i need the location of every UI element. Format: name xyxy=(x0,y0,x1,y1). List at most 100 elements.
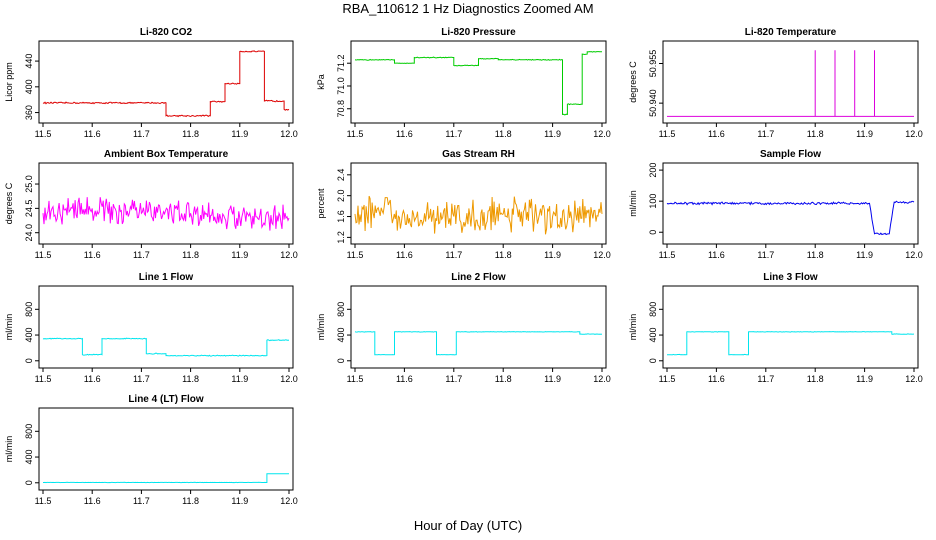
y-tick-label: 71.0 xyxy=(336,77,346,95)
panel-title: Sample Flow xyxy=(760,149,821,160)
y-tick-label: 400 xyxy=(24,450,34,465)
series-line-1 xyxy=(667,50,914,117)
x-tick-label: 11.6 xyxy=(84,374,101,384)
x-tick-label: 11.8 xyxy=(182,374,199,384)
series-line-1 xyxy=(354,331,603,356)
plot-frame xyxy=(38,162,294,245)
x-tick-label: 11.7 xyxy=(133,250,150,260)
x-tick-label: 11.9 xyxy=(544,250,561,260)
x-tick-label: 11.6 xyxy=(84,250,101,260)
x-tick-label: 11.8 xyxy=(495,374,512,384)
x-tick-label: 11.8 xyxy=(495,250,512,260)
x-tick-label: 11.9 xyxy=(231,250,248,260)
series-line-1 xyxy=(354,51,602,116)
x-tick-label: 11.6 xyxy=(708,250,725,260)
y-tick-label: 0 xyxy=(648,358,658,363)
plot-frame xyxy=(350,285,607,369)
x-tick-label: 12.0 xyxy=(280,129,298,139)
x-tick-label: 11.5 xyxy=(659,250,676,260)
panel-title: Li-820 Temperature xyxy=(745,27,837,38)
x-tick-label: 11.7 xyxy=(133,129,150,139)
plot-frame xyxy=(350,40,607,124)
y-tick-label: 200 xyxy=(648,163,658,178)
y-tick-label: 800 xyxy=(24,302,34,317)
plot-frame xyxy=(350,162,607,245)
y-tick-label: 400 xyxy=(24,79,34,94)
x-tick-label: 11.5 xyxy=(35,250,52,260)
x-tick-label: 12.0 xyxy=(905,374,923,384)
y-axis-label: ml/min xyxy=(316,314,326,341)
x-tick-label: 11.5 xyxy=(35,374,52,384)
y-axis-label: percent xyxy=(316,188,326,219)
y-axis-label: Licor ppm xyxy=(4,62,14,102)
y-tick-label: 800 xyxy=(336,302,346,317)
y-tick-label: 24.0 xyxy=(24,224,34,242)
series-line-1 xyxy=(354,195,603,235)
x-tick-label: 11.7 xyxy=(133,496,150,506)
x-tick-label: 11.8 xyxy=(807,129,824,139)
series-line-1 xyxy=(42,337,290,357)
y-tick-label: 400 xyxy=(336,328,346,343)
x-tick-label: 11.5 xyxy=(35,129,52,139)
x-tick-label: 12.0 xyxy=(905,250,923,260)
panel-title: Line 2 Flow xyxy=(451,272,506,283)
y-axis-label: degrees C xyxy=(4,182,14,224)
x-tick-label: 11.7 xyxy=(757,374,774,384)
plot-frame xyxy=(662,162,919,245)
y-tick-label: 0 xyxy=(24,358,34,363)
x-tick-label: 11.9 xyxy=(856,250,873,260)
y-tick-label: 0 xyxy=(648,230,658,235)
y-tick-label: 70.8 xyxy=(336,100,346,118)
x-tick-label: 11.8 xyxy=(807,374,824,384)
plot-frame xyxy=(38,285,294,369)
x-tick-label: 11.9 xyxy=(856,129,873,139)
panel-title: Gas Stream RH xyxy=(442,149,515,160)
x-tick-label: 11.6 xyxy=(708,374,725,384)
x-tick-label: 11.9 xyxy=(231,374,248,384)
panel-title: Ambient Box Temperature xyxy=(104,149,229,160)
x-tick-label: 11.9 xyxy=(856,374,873,384)
y-tick-label: 360 xyxy=(24,105,34,120)
x-tick-label: 11.8 xyxy=(495,129,512,139)
plot-frame xyxy=(38,40,294,124)
y-tick-label: 400 xyxy=(648,328,658,343)
x-tick-label: 11.6 xyxy=(84,496,101,506)
x-tick-label: 11.5 xyxy=(347,250,364,260)
y-tick-label: 100 xyxy=(648,194,658,209)
panel-8: Line 2 Flow 11.5 11.6 11.7 11.8 11.9 12.0 0 400 8… xyxy=(316,272,611,384)
x-tick-label: 12.0 xyxy=(905,129,923,139)
y-tick-label: 1.6 xyxy=(336,210,346,223)
x-tick-label: 11.8 xyxy=(807,250,824,260)
x-tick-label: 11.5 xyxy=(659,374,676,384)
y-tick-label: 400 xyxy=(24,328,34,343)
y-tick-label: 0 xyxy=(336,358,346,363)
x-tick-label: 11.6 xyxy=(396,374,413,384)
y-tick-label: 25.0 xyxy=(24,175,34,193)
x-tick-label: 11.7 xyxy=(445,374,462,384)
y-tick-label: 0 xyxy=(24,480,34,485)
y-axis-label: degrees C xyxy=(628,61,638,103)
series-line-1 xyxy=(42,197,290,231)
x-tick-label: 12.0 xyxy=(593,250,611,260)
x-tick-label: 11.5 xyxy=(347,129,364,139)
page-title: RBA_110612 1 Hz Diagnostics Zoomed AM xyxy=(342,1,594,16)
panel-6: Sample Flow 11.5 11.6 11.7 11.8 11.9 12.0 0 100 2… xyxy=(628,149,923,260)
series-line-1 xyxy=(666,331,914,356)
x-tick-label: 12.0 xyxy=(280,250,298,260)
y-axis-label: kPa xyxy=(316,74,326,90)
x-tick-label: 12.0 xyxy=(280,496,298,506)
y-axis-label: ml/min xyxy=(628,190,638,217)
series-line-1 xyxy=(42,50,290,118)
x-tick-label: 11.9 xyxy=(231,129,248,139)
x-tick-label: 11.6 xyxy=(396,129,413,139)
panel-2: Li-820 Pressure 11.5 11.6 11.7 11.8 11.9 12.0 7… xyxy=(316,27,611,139)
y-tick-label: 2.0 xyxy=(336,189,346,202)
panel-title: Line 3 Flow xyxy=(763,272,818,283)
y-tick-label: 24.5 xyxy=(24,200,34,218)
panel-5: Gas Stream RH 11.5 11.6 11.7 11.8 11.9 12.0 1.2… xyxy=(316,149,611,260)
series-line-1 xyxy=(666,200,915,236)
x-tick-label: 11.8 xyxy=(182,129,199,139)
x-tick-label: 11.7 xyxy=(133,374,150,384)
panel-10: Line 4 (LT) Flow 11.5 11.6 11.7 11.8 11.9 12.0… xyxy=(4,394,298,506)
